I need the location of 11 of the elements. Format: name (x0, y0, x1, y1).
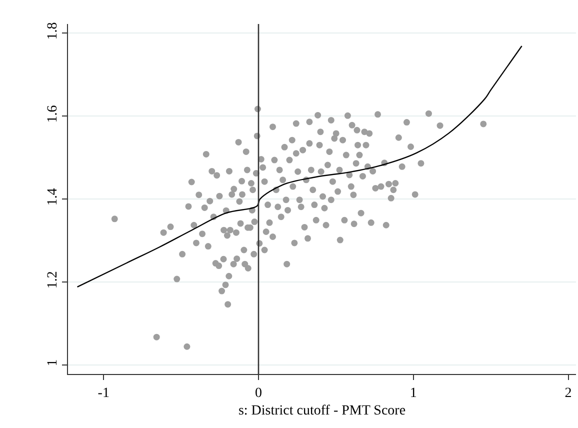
x-tick-label: 2 (564, 386, 572, 401)
y-tick-label: 1 (45, 359, 60, 366)
y-tick-label: 1.6 (45, 105, 60, 123)
x-tick-label: 0 (255, 386, 262, 401)
y-tick-label: 1.4 (45, 188, 60, 206)
y-tick-label: 1.2 (45, 271, 60, 289)
x-tick-label: -1 (98, 386, 110, 401)
x-tick-label: 1 (410, 386, 417, 401)
y-tick-label: 1.8 (45, 22, 60, 40)
x-axis-title: s: District cutoff - PMT Score (238, 403, 406, 418)
line-series (76, 45, 522, 288)
